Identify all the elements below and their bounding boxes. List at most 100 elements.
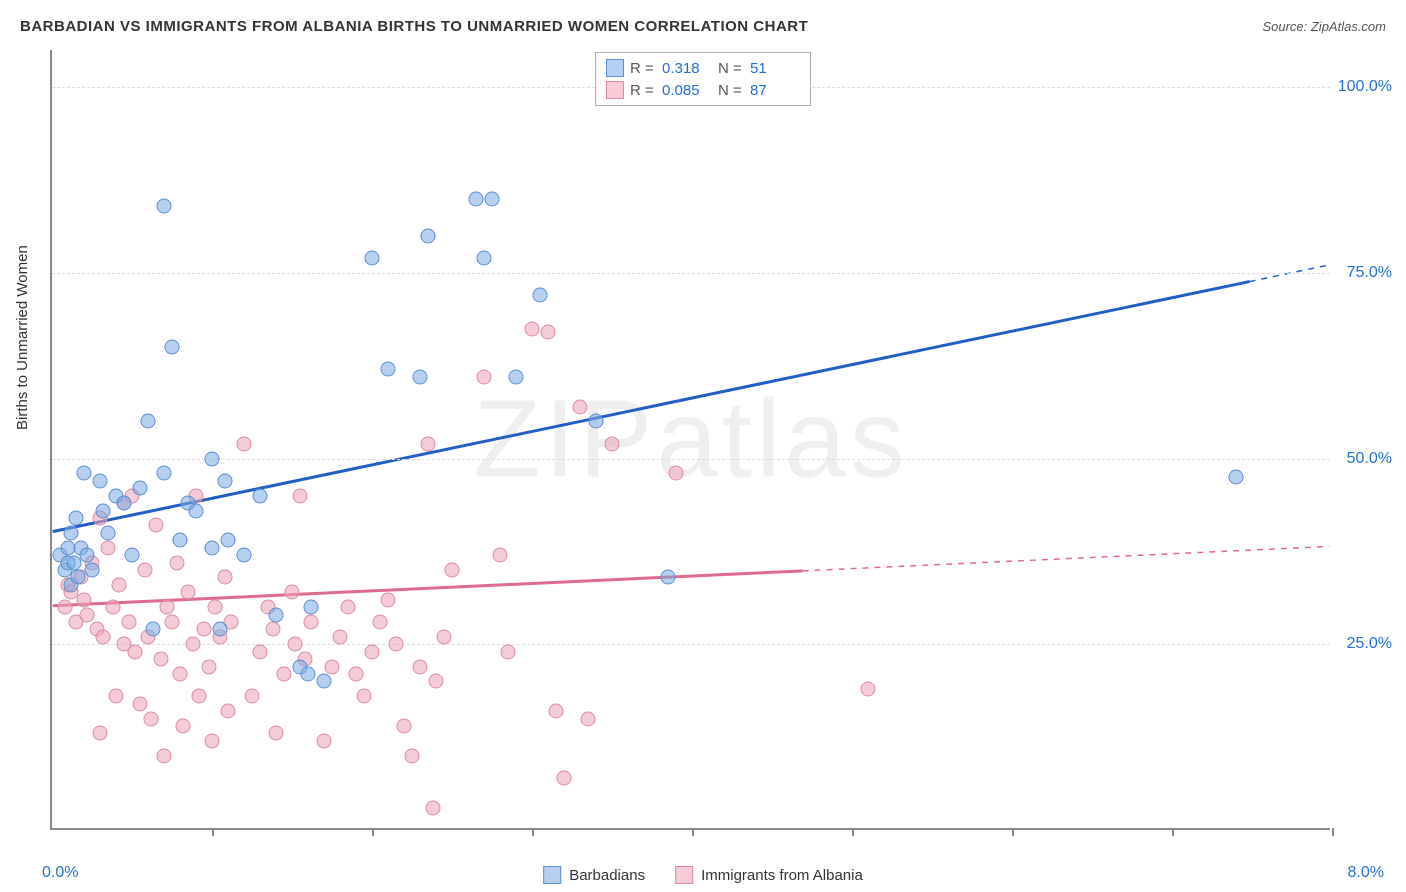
scatter-point	[349, 667, 364, 682]
scatter-point	[105, 600, 120, 615]
legend-label: Immigrants from Albania	[701, 867, 863, 884]
scatter-point	[405, 748, 420, 763]
scatter-point	[165, 340, 180, 355]
legend-item: Barbadians	[543, 866, 645, 884]
legend-swatch	[606, 81, 624, 99]
scatter-point	[237, 436, 252, 451]
stat-n-value: 87	[750, 82, 800, 99]
scatter-point	[413, 369, 428, 384]
scatter-point	[501, 644, 516, 659]
series-legend: Barbadians Immigrants from Albania	[543, 866, 863, 884]
legend-item: Immigrants from Albania	[675, 866, 863, 884]
scatter-point	[269, 726, 284, 741]
scatter-point	[69, 511, 84, 526]
x-axis-max-label: 8.0%	[1348, 864, 1384, 882]
stat-r-label: R =	[630, 60, 656, 77]
scatter-point	[160, 600, 175, 615]
scatter-point	[293, 488, 308, 503]
x-tick	[372, 828, 374, 836]
y-tick-label: 50.0%	[1347, 450, 1392, 468]
scatter-point	[237, 548, 252, 563]
scatter-point	[137, 563, 152, 578]
scatter-point	[413, 659, 428, 674]
scatter-point	[201, 659, 216, 674]
scatter-point	[112, 577, 127, 592]
x-tick	[692, 828, 694, 836]
scatter-point	[421, 228, 436, 243]
scatter-point	[509, 369, 524, 384]
scatter-point	[93, 726, 108, 741]
scatter-point	[581, 711, 596, 726]
scatter-point	[93, 473, 108, 488]
scatter-point	[144, 711, 159, 726]
scatter-point	[96, 629, 111, 644]
scatter-point	[469, 191, 484, 206]
y-tick-label: 100.0%	[1338, 78, 1392, 96]
scatter-point	[1229, 470, 1244, 485]
scatter-point	[381, 592, 396, 607]
scatter-point	[157, 199, 172, 214]
scatter-point	[373, 615, 388, 630]
scatter-point	[285, 585, 300, 600]
stat-r-label: R =	[630, 82, 656, 99]
scatter-point	[425, 800, 440, 815]
legend-swatch	[606, 59, 624, 77]
scatter-point	[269, 607, 284, 622]
scatter-point	[341, 600, 356, 615]
scatter-point	[205, 540, 220, 555]
scatter-point	[265, 622, 280, 637]
scatter-point	[317, 674, 332, 689]
scatter-point	[125, 548, 140, 563]
scatter-point	[365, 251, 380, 266]
stat-n-value: 51	[750, 60, 800, 77]
stats-legend-box: R =0.318N =51R =0.085N =87	[595, 52, 811, 106]
x-tick	[212, 828, 214, 836]
scatter-point	[861, 681, 876, 696]
scatter-point	[533, 288, 548, 303]
scatter-point	[165, 615, 180, 630]
x-tick	[1012, 828, 1014, 836]
scatter-point	[133, 696, 148, 711]
scatter-point	[397, 719, 412, 734]
scatter-point	[169, 555, 184, 570]
scatter-point	[57, 600, 72, 615]
scatter-point	[153, 652, 168, 667]
scatter-point	[85, 563, 100, 578]
scatter-point	[64, 525, 79, 540]
chart-plot-area: ZIPatlas	[50, 50, 1330, 830]
scatter-point	[221, 704, 236, 719]
scatter-point	[181, 585, 196, 600]
scatter-point	[80, 548, 95, 563]
scatter-point	[304, 615, 319, 630]
scatter-point	[157, 748, 172, 763]
scatter-point	[96, 503, 111, 518]
scatter-point	[357, 689, 372, 704]
scatter-point	[557, 771, 572, 786]
scatter-point	[421, 436, 436, 451]
scatter-point	[157, 466, 172, 481]
scatter-point	[477, 369, 492, 384]
regression-line-dashed	[803, 546, 1330, 570]
scatter-point	[445, 563, 460, 578]
scatter-point	[589, 414, 604, 429]
y-tick-label: 75.0%	[1347, 264, 1392, 282]
legend-swatch	[543, 866, 561, 884]
scatter-point	[437, 629, 452, 644]
scatter-point	[525, 321, 540, 336]
scatter-point	[605, 436, 620, 451]
scatter-point	[493, 548, 508, 563]
scatter-point	[133, 481, 148, 496]
scatter-point	[121, 615, 136, 630]
x-tick	[1172, 828, 1174, 836]
scatter-point	[253, 488, 268, 503]
scatter-point	[669, 466, 684, 481]
scatter-point	[325, 659, 340, 674]
scatter-point	[185, 637, 200, 652]
scatter-point	[381, 362, 396, 377]
scatter-point	[389, 637, 404, 652]
scatter-point	[301, 667, 316, 682]
scatter-point	[217, 473, 232, 488]
scatter-point	[205, 451, 220, 466]
regression-line-solid	[53, 282, 1250, 532]
scatter-point	[77, 592, 92, 607]
